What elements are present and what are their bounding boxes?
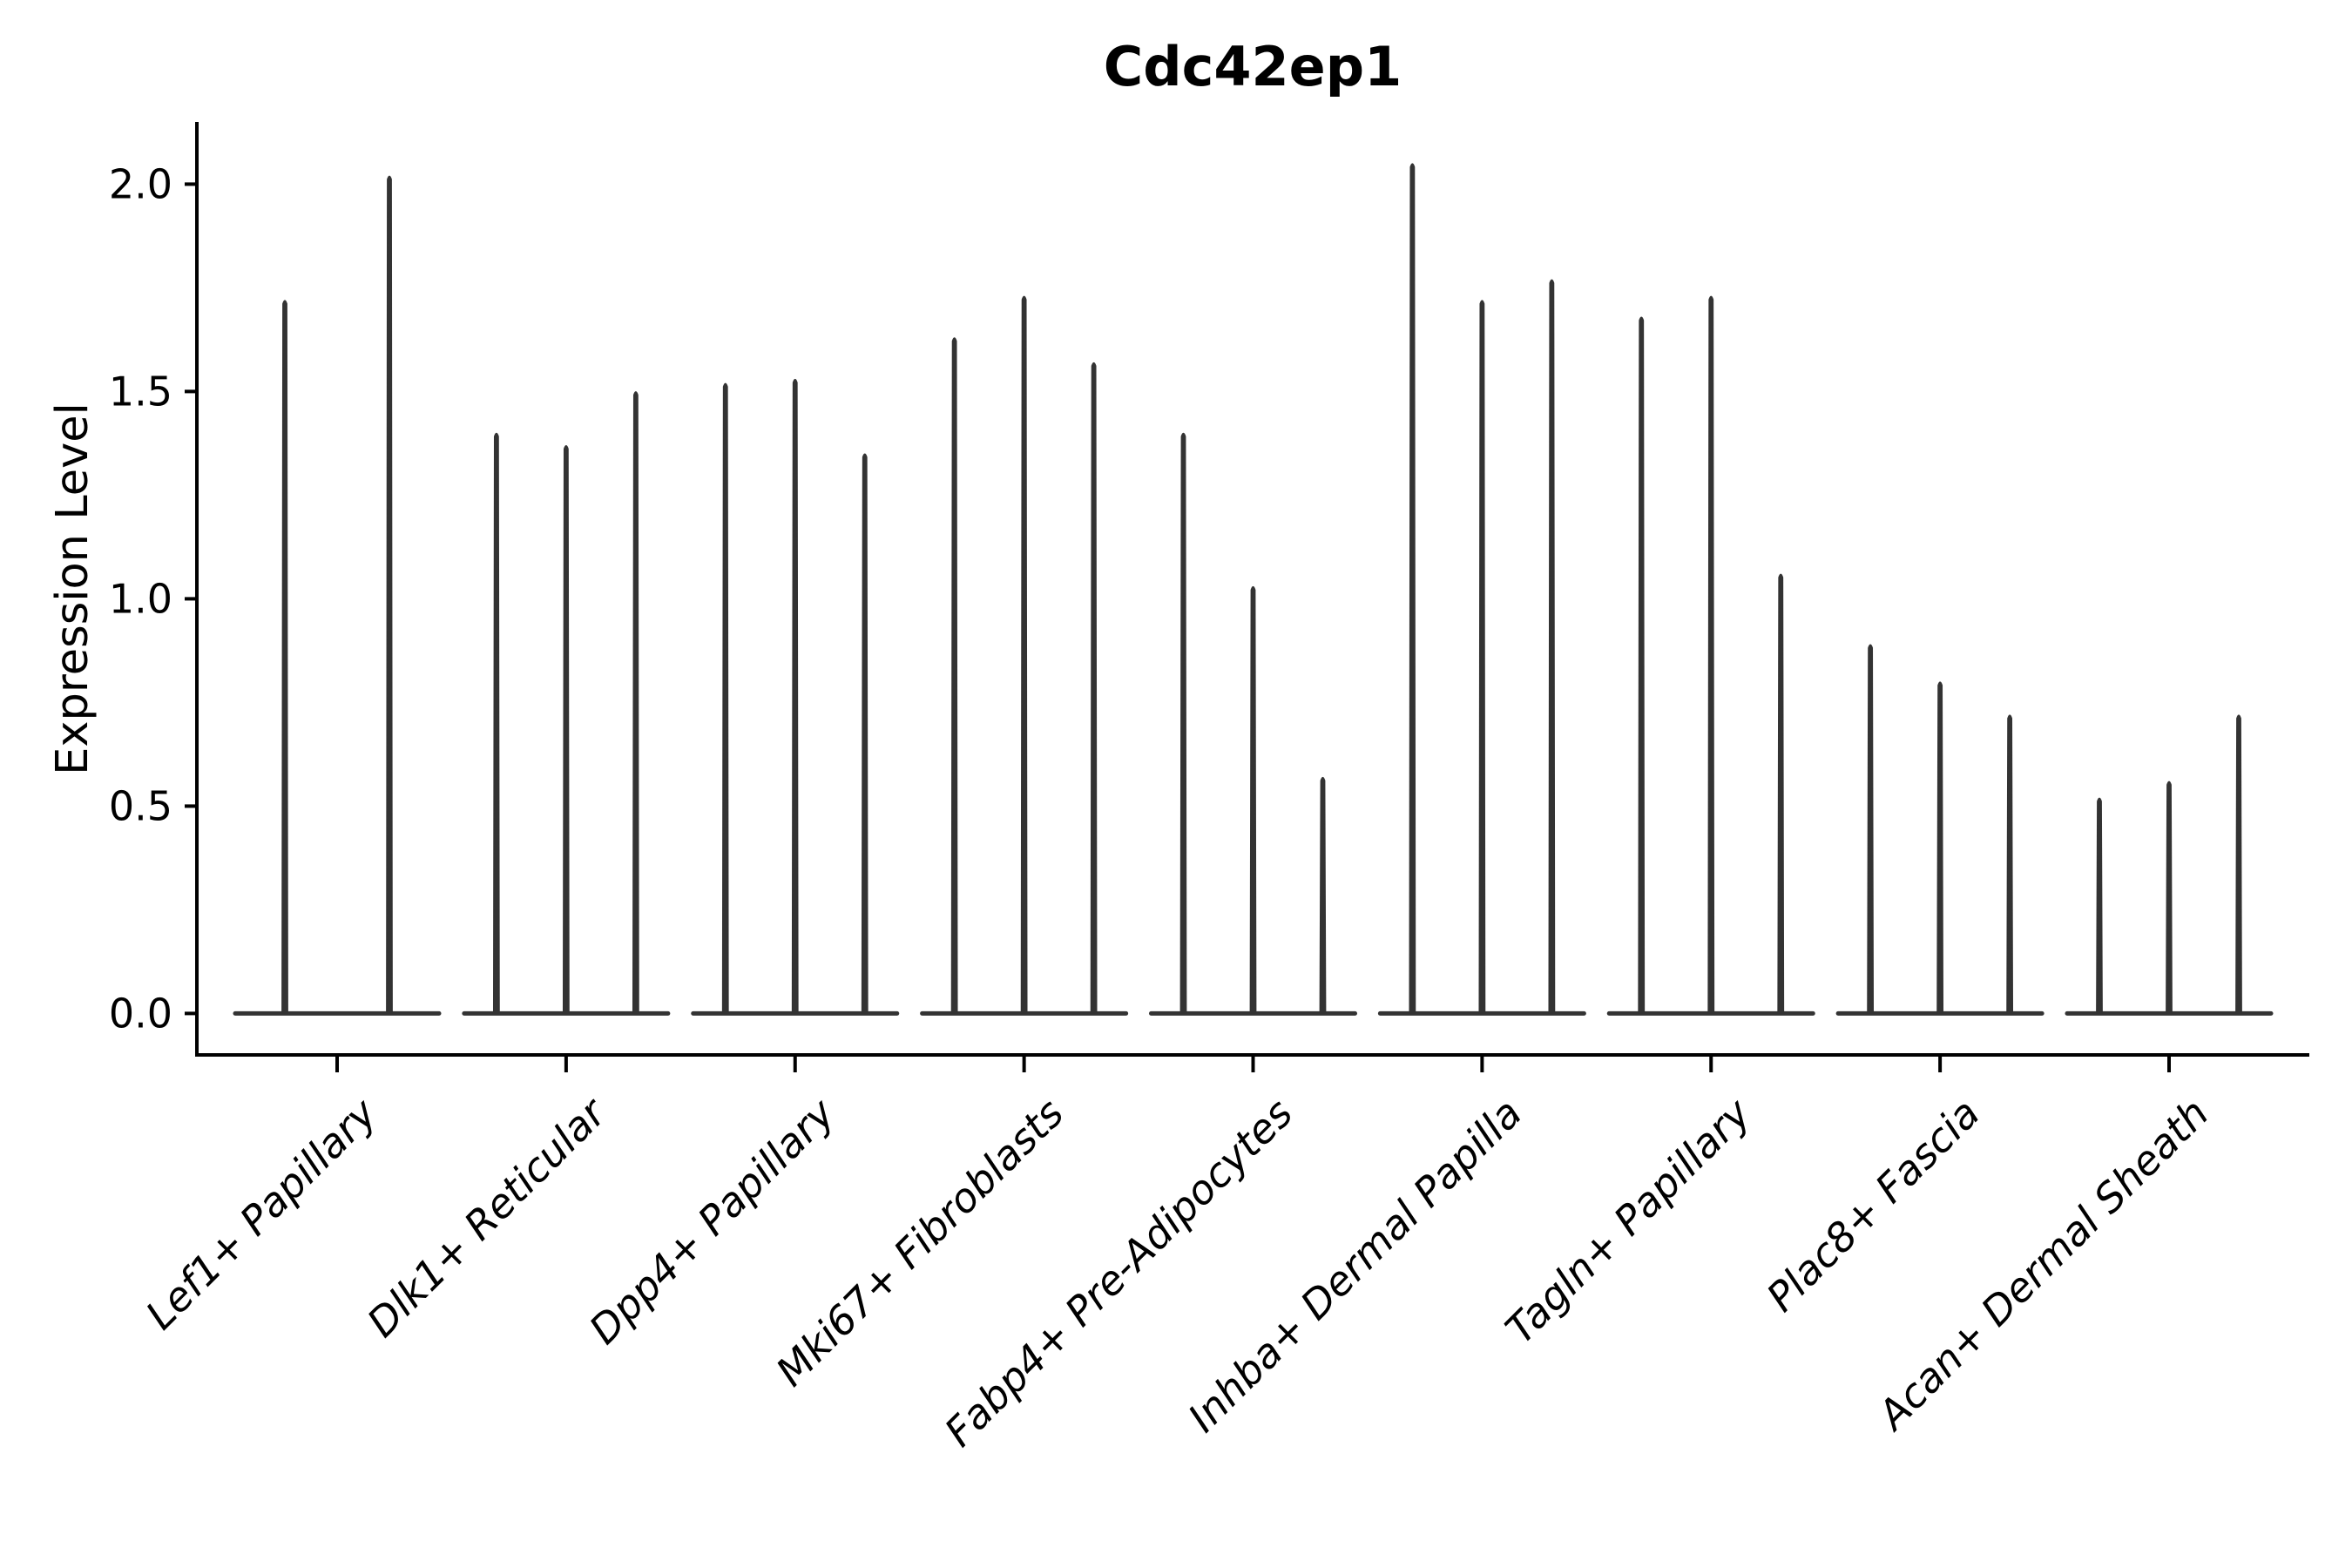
violin-spike xyxy=(1319,776,1327,1014)
y-tick-label: 1.5 xyxy=(109,368,172,415)
x-tick-label: Dlk1+ Reticular xyxy=(358,1087,617,1346)
violin-spike xyxy=(492,432,500,1014)
violin-spike xyxy=(950,337,958,1014)
violin-series xyxy=(233,163,2274,1016)
x-tick-label: Lef1+ Papillary xyxy=(137,1089,386,1338)
violin-group xyxy=(920,295,1129,1016)
violin-spike xyxy=(562,445,570,1014)
violin-group xyxy=(691,378,900,1016)
violin-group xyxy=(1835,644,2044,1016)
violin-spike xyxy=(1249,585,1257,1014)
violin-spike xyxy=(1936,681,1944,1014)
violin-spike xyxy=(721,382,729,1014)
y-tick-label: 0.0 xyxy=(109,990,172,1037)
violin-spike xyxy=(2006,714,2014,1014)
violin-group xyxy=(1606,295,1815,1016)
violin-spike xyxy=(386,175,393,1014)
violin-spike xyxy=(1179,432,1187,1014)
violin-group xyxy=(462,391,671,1016)
violin-spike xyxy=(281,300,288,1014)
violin-spike xyxy=(1020,295,1028,1014)
violin-spike xyxy=(1090,362,1098,1014)
y-tick-label: 2.0 xyxy=(109,160,172,207)
violin-spike xyxy=(2166,781,2173,1014)
x-tick-label: Tagln+ Papillary xyxy=(1497,1089,1761,1353)
violin-spike xyxy=(2096,797,2103,1014)
violin-group xyxy=(1377,163,1586,1016)
violin-spike xyxy=(1777,573,1785,1014)
violin-group xyxy=(2065,714,2274,1016)
violin-spike xyxy=(2235,714,2242,1014)
violin-spike xyxy=(1867,644,1875,1014)
y-tick-label: 1.0 xyxy=(109,575,172,622)
y-axis-ticks: 0.0 0.5 1.0 1.5 2.0 xyxy=(109,160,197,1037)
violin-spike xyxy=(791,378,799,1014)
violin-group xyxy=(233,175,442,1016)
x-tick-label: Plac8+ Fascia xyxy=(1758,1090,1989,1321)
x-tick-label: Dpp4+ Papillary xyxy=(580,1089,844,1353)
violin-spike xyxy=(861,453,868,1014)
violin-spike xyxy=(1478,300,1486,1014)
violin-spike xyxy=(1707,295,1715,1014)
violin-spike xyxy=(1638,316,1646,1014)
violin-group xyxy=(1149,432,1357,1016)
violin-spike xyxy=(632,391,639,1014)
y-tick-label: 0.5 xyxy=(109,782,172,829)
violin-spike xyxy=(1548,279,1556,1014)
violin-spike xyxy=(1409,163,1416,1014)
chart-title: Cdc42ep1 xyxy=(1104,35,1402,98)
y-axis-label: Expression Level xyxy=(47,402,98,775)
